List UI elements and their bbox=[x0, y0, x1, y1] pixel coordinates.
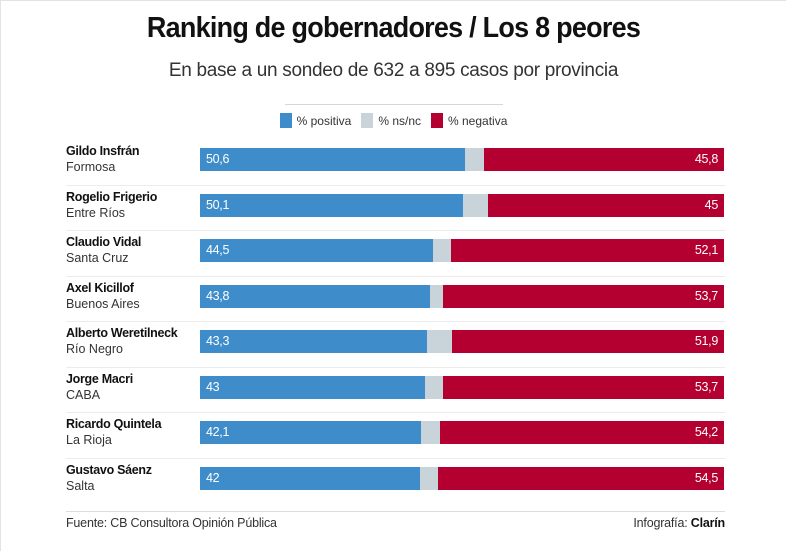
bar-segment-negativa: 51,9 bbox=[452, 330, 724, 353]
province-name: Río Negro bbox=[66, 342, 123, 356]
stacked-bar: 50,1 45 bbox=[200, 193, 724, 217]
legend-swatch-positiva bbox=[279, 113, 292, 128]
data-label-negativa: 51,9 bbox=[694, 334, 718, 348]
credit-brand: Clarín bbox=[690, 516, 725, 530]
governor-name: Gildo Insfrán bbox=[66, 144, 140, 158]
province-name: Entre Ríos bbox=[66, 205, 126, 220]
province-name: Santa Cruz bbox=[66, 251, 129, 265]
legend-label-positiva: % positiva bbox=[296, 113, 352, 128]
data-label-negativa: 53,7 bbox=[694, 288, 718, 303]
chart-row: Claudio Vidal Santa Cruz 44,5 52,1 bbox=[66, 231, 725, 277]
credit-prefix: Infografía: bbox=[633, 516, 688, 530]
governor-name: Ricardo Quintela bbox=[66, 417, 162, 431]
province-name: Formosa bbox=[66, 160, 116, 174]
bar-segment-nsnc bbox=[462, 193, 489, 217]
chart-title: Ranking de gobernadores / Los 8 peores bbox=[146, 12, 641, 44]
bar-segment-nsnc bbox=[420, 421, 440, 444]
data-label-positiva: 43 bbox=[206, 379, 220, 394]
bar-segment-positiva: 43,8 bbox=[200, 284, 430, 308]
chart-row: Alberto Weretilneck Río Negro 43,3 51,9 bbox=[66, 322, 725, 368]
data-label-positiva: 43,8 bbox=[206, 288, 230, 303]
data-label-positiva: 42 bbox=[206, 470, 220, 485]
bar-segment-positiva: 44,5 bbox=[200, 239, 434, 262]
bar-segment-positiva: 43,3 bbox=[200, 330, 427, 353]
credit-note: Infografía: Clarín bbox=[633, 516, 725, 530]
bar-segment-negativa: 45,8 bbox=[484, 148, 724, 171]
data-label-positiva: 50,1 bbox=[206, 197, 230, 212]
chart-row: Ricardo Quintela La Rioja 42,1 54,2 bbox=[66, 413, 725, 459]
stacked-bar: 44,5 52,1 bbox=[200, 239, 724, 262]
legend-divider bbox=[285, 104, 503, 105]
data-label-negativa: 45 bbox=[704, 197, 719, 212]
governor-name: Gustavo Sáenz bbox=[66, 462, 152, 477]
data-label-positiva: 50,6 bbox=[206, 152, 230, 166]
bar-segment-nsnc bbox=[429, 284, 443, 308]
data-label-negativa: 54,2 bbox=[694, 425, 718, 439]
governor-name: Alberto Weretilneck bbox=[66, 326, 178, 340]
data-label-positiva: 42,1 bbox=[206, 425, 230, 439]
bar-segment-negativa: 53,7 bbox=[442, 284, 724, 308]
data-label-negativa: 53,7 bbox=[694, 379, 718, 394]
footer-divider bbox=[66, 511, 725, 512]
stacked-bar: 50,6 45,8 bbox=[200, 148, 724, 171]
governor-name: Claudio Vidal bbox=[66, 235, 142, 249]
bar-segment-nsnc bbox=[465, 148, 484, 171]
legend-item-nsnc: % ns/nc bbox=[361, 113, 421, 128]
bar-segment-negativa: 54,5 bbox=[438, 466, 724, 490]
data-label-negativa: 52,1 bbox=[694, 243, 718, 257]
legend-item-negativa: % negativa bbox=[431, 113, 507, 128]
province-name: La Rioja bbox=[66, 433, 112, 447]
bar-segment-negativa: 45 bbox=[488, 193, 724, 217]
governor-name: Jorge Macri bbox=[66, 371, 133, 386]
bar-segment-negativa: 53,7 bbox=[442, 375, 724, 399]
stacked-bar: 43,8 53,7 bbox=[200, 284, 724, 308]
stacked-bar: 43,3 51,9 bbox=[200, 330, 724, 353]
legend-label-nsnc: % ns/nc bbox=[378, 113, 421, 128]
chart-row: Jorge Macri CABA 43 53,7 bbox=[66, 368, 725, 413]
governor-name: Rogelio Frigerio bbox=[66, 189, 158, 204]
data-label-negativa: 54,5 bbox=[694, 470, 718, 485]
chart-row: Rogelio Frigerio Entre Ríos 50,1 45 bbox=[66, 186, 725, 231]
bar-segment-nsnc bbox=[420, 466, 439, 490]
stacked-bar: 42,1 54,2 bbox=[200, 421, 724, 444]
bar-segment-positiva: 50,1 bbox=[200, 193, 463, 217]
legend-swatch-nsnc bbox=[361, 113, 374, 128]
chart-rows: Gildo Insfrán Formosa 50,6 45,8 Rogelio Frig… bbox=[66, 140, 725, 503]
bar-segment-positiva: 42,1 bbox=[200, 421, 421, 444]
bar-segment-nsnc bbox=[433, 239, 451, 262]
stacked-bar: 42 54,5 bbox=[200, 466, 724, 490]
stacked-bar: 43 53,7 bbox=[200, 375, 724, 399]
chart-subtitle: En base a un sondeo de 632 a 895 casos p… bbox=[168, 60, 619, 81]
bar-segment-nsnc bbox=[426, 330, 453, 353]
bar-segment-positiva: 42 bbox=[200, 466, 421, 490]
data-label-negativa: 45,8 bbox=[694, 152, 718, 166]
bar-segment-negativa: 54,2 bbox=[439, 421, 724, 444]
governor-name: Axel Kicillof bbox=[66, 280, 134, 295]
legend: % positiva % ns/nc % negativa bbox=[0, 113, 787, 128]
bar-segment-positiva: 43 bbox=[200, 375, 426, 399]
chart-row: Gustavo Sáenz Salta 42 54,5 bbox=[66, 459, 725, 504]
bar-segment-nsnc bbox=[425, 375, 443, 399]
province-name: CABA bbox=[66, 387, 101, 402]
legend-label-negativa: % negativa bbox=[448, 113, 508, 128]
chart-row: Axel Kicillof Buenos Aires 43,8 53,7 bbox=[66, 277, 725, 322]
source-note: Fuente: CB Consultora Opinión Pública bbox=[66, 516, 277, 530]
legend-item-positiva: % positiva bbox=[279, 113, 352, 128]
province-name: Buenos Aires bbox=[66, 296, 140, 311]
chart-row: Gildo Insfrán Formosa 50,6 45,8 bbox=[66, 140, 725, 186]
legend-swatch-negativa bbox=[431, 113, 443, 128]
bar-segment-negativa: 52,1 bbox=[450, 239, 724, 262]
bar-segment-positiva: 50,6 bbox=[200, 148, 466, 171]
province-name: Salta bbox=[66, 478, 95, 493]
data-label-positiva: 43,3 bbox=[206, 334, 230, 348]
data-label-positiva: 44,5 bbox=[206, 243, 230, 257]
